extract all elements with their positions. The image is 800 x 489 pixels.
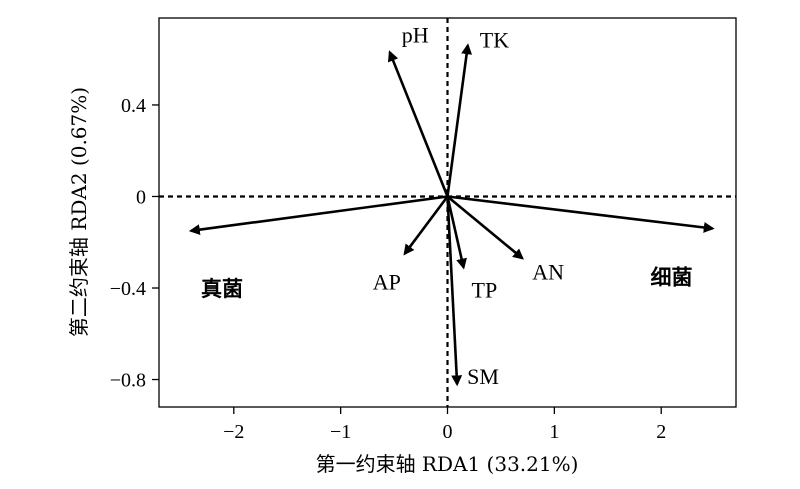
vector-arrow-fungi	[188, 195, 448, 236]
vector-label-fungi: 真菌	[201, 277, 243, 301]
x-tick-label: −2	[223, 421, 244, 443]
x-tick-label: −1	[330, 421, 351, 443]
vector-group: pH TK 真菌 细菌 AP TP AN SM	[188, 22, 715, 389]
vector-arrow-ap	[403, 195, 449, 256]
vector-label-tp: TP	[472, 277, 498, 302]
vector-label-an: AN	[532, 259, 564, 284]
y-tick-label: 0	[136, 186, 146, 208]
x-axis-title: 第一约束轴 RDA1 (33.21%)	[316, 452, 579, 476]
vector-arrow-bacteria	[447, 195, 715, 233]
vector-label-ph: pH	[402, 22, 429, 47]
y-tick-label: −0.8	[110, 370, 146, 392]
vector-arrow-sm	[446, 196, 463, 387]
vector-arrow-ph	[387, 50, 449, 197]
vector-arrow-tp	[446, 196, 467, 270]
vector-label-sm: SM	[467, 364, 499, 389]
y-axis: −0.8 −0.4 0 0.4	[110, 95, 159, 392]
vector-label-ap: AP	[373, 270, 401, 295]
y-tick-label: 0.4	[121, 95, 146, 117]
y-tick-label: −0.4	[110, 278, 146, 300]
vector-arrow-an	[446, 195, 524, 260]
x-tick-label: 1	[549, 421, 559, 443]
x-tick-label: 2	[656, 421, 666, 443]
x-tick-label: 0	[443, 421, 453, 443]
y-axis-title: 第二约束轴 RDA2 (0.67%)	[67, 87, 91, 337]
vector-label-tk: TK	[480, 27, 509, 52]
vector-label-bacteria: 细菌	[650, 266, 692, 290]
x-axis: −2 −1 0 1 2	[223, 407, 666, 443]
vector-arrow-tk	[446, 43, 473, 197]
